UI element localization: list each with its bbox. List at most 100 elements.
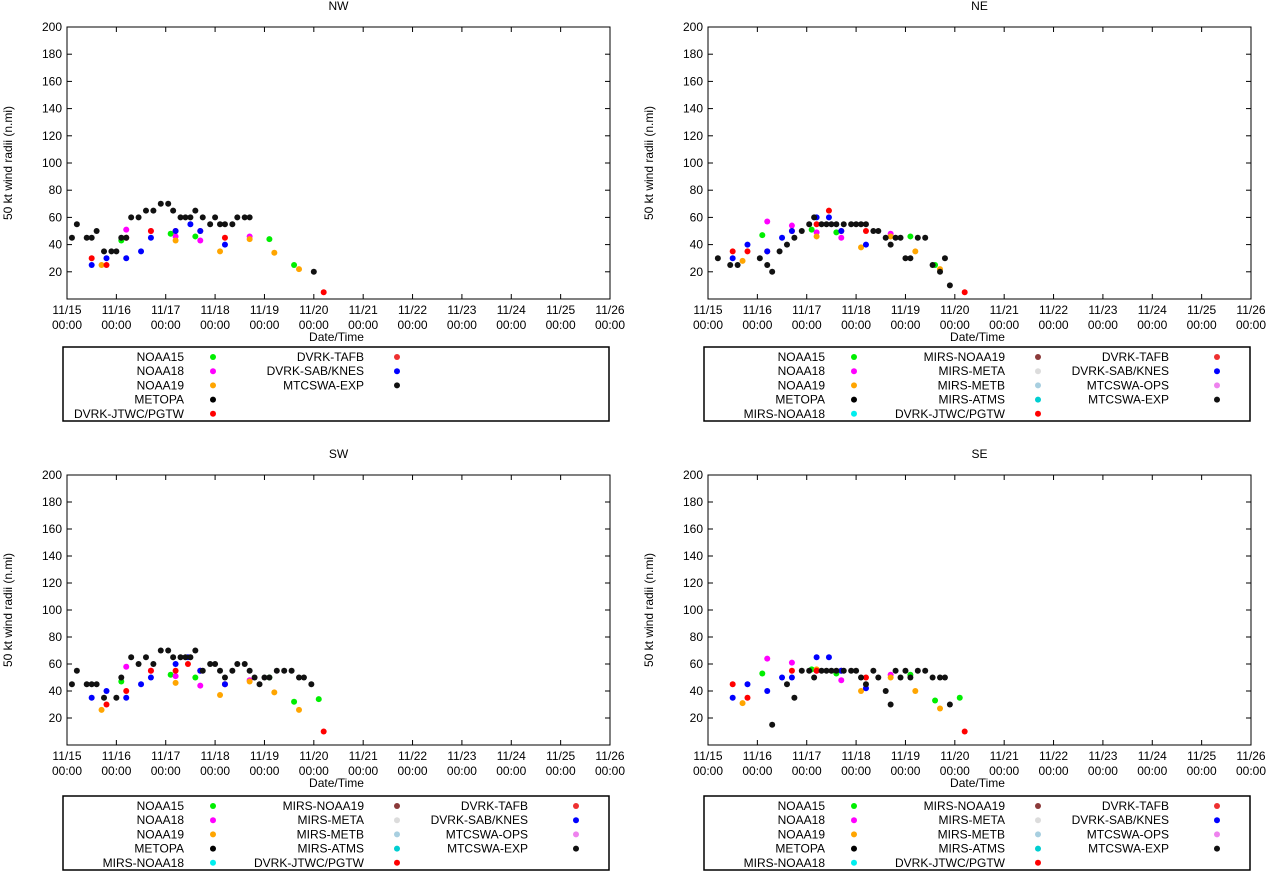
x-tick-label: 11/26 <box>1236 749 1265 763</box>
x-tick-label: 11/26 <box>595 303 624 317</box>
data-point-dvrk-jtwc-pgtw <box>961 728 968 735</box>
x-tick-label: 11/18 <box>201 749 230 763</box>
data-point-mtcswa-exp <box>108 248 115 255</box>
data-point-mtcswa-exp <box>177 654 184 661</box>
legend-label: MIRS-META <box>939 813 1005 827</box>
data-point-mtcswa-exp <box>818 667 825 674</box>
data-point-mtcswa-exp <box>823 221 830 228</box>
legend-label: METOPA <box>134 393 184 407</box>
legend-marker <box>210 396 216 403</box>
data-point-mtcswa-exp <box>68 681 75 688</box>
legend-marker <box>394 859 400 866</box>
x-tick-label: 11/25 <box>546 303 575 317</box>
legend-marker <box>851 859 857 866</box>
data-point-dvrk-sab-knes <box>197 228 204 234</box>
legend-label: DVRK-JTWC/PGTW <box>254 856 365 870</box>
x-tick-time-label: 00:00 <box>52 318 82 332</box>
data-point-mtcswa-exp <box>165 647 172 654</box>
data-point-mtcswa-exp <box>853 221 860 228</box>
data-point-dvrk-jtwc-pgtw <box>123 688 130 694</box>
data-point-mtcswa-exp <box>256 681 263 688</box>
data-point-mtcswa-exp <box>266 674 273 681</box>
legend-marker <box>851 845 857 852</box>
data-point-dvrk-sab-knes <box>729 694 736 701</box>
x-tick-label: 11/23 <box>447 749 476 763</box>
legend-marker <box>573 831 579 838</box>
data-point-mtcswa-exp <box>791 234 798 241</box>
data-point-dvrk-sab-knes <box>764 688 771 694</box>
data-point-mtcswa-exp <box>914 234 921 241</box>
data-point-noaa19 <box>271 249 278 256</box>
legend-label: NOAA18 <box>778 364 826 378</box>
data-point-noaa18 <box>197 682 204 689</box>
data-point-dvrk-sab-knes <box>744 681 751 688</box>
x-tick-label: 11/17 <box>151 303 180 317</box>
data-point-mtcswa-exp <box>150 207 157 214</box>
legend-label: MTCSWA-EXP <box>283 378 364 392</box>
legend-label: DVRK-TAFB <box>461 799 528 813</box>
data-point-dvrk-sab-knes <box>862 241 869 248</box>
x-tick-label: 11/21 <box>349 303 378 317</box>
x-tick-time-label: 00:00 <box>1039 318 1069 332</box>
data-point-dvrk-jtwc-pgtw <box>744 694 751 701</box>
y-tick-label: 80 <box>690 630 704 644</box>
data-point-mtcswa-exp <box>251 674 258 681</box>
x-tick-time-label: 00:00 <box>249 318 279 332</box>
data-point-mtcswa-exp <box>833 667 840 674</box>
y-tick-label: 20 <box>690 711 704 725</box>
y-tick-label: 140 <box>683 102 703 116</box>
data-point-noaa15 <box>291 698 298 705</box>
x-tick-label: 11/25 <box>546 749 575 763</box>
legend-label: METOPA <box>775 842 825 856</box>
data-point-mtcswa-exp <box>870 667 877 674</box>
plot-frame <box>66 26 611 300</box>
x-axis-label: Date/Time <box>950 776 1005 790</box>
data-point-dvrk-sab-knes <box>825 214 832 221</box>
data-point-mtcswa-exp <box>776 248 783 255</box>
data-point-mtcswa-exp <box>818 221 825 228</box>
data-point-mtcswa-exp <box>914 667 921 674</box>
x-tick-time-label: 00:00 <box>200 764 230 778</box>
x-tick-time-label: 00:00 <box>989 318 1019 332</box>
data-point-noaa15 <box>932 697 939 704</box>
x-tick-label: 11/15 <box>693 749 722 763</box>
data-point-mtcswa-exp <box>221 674 228 681</box>
legend-marker <box>210 859 216 866</box>
panel-se: SE2040608010012014016018020011/1500:0011… <box>642 447 1266 871</box>
data-point-noaa19 <box>172 237 179 244</box>
y-tick-label: 60 <box>49 210 63 224</box>
plot-frame <box>66 474 611 746</box>
legend-box <box>62 795 610 871</box>
legend-label: MIRS-NOAA19 <box>924 799 1006 813</box>
data-point-dvrk-sab-knes <box>187 221 194 228</box>
data-point-dvrk-sab-knes <box>172 228 179 234</box>
data-point-noaa18 <box>172 673 179 680</box>
data-point-noaa19 <box>246 236 253 243</box>
data-point-mtcswa-exp <box>192 647 199 654</box>
data-point-noaa19 <box>172 679 179 686</box>
legend-marker <box>394 368 400 375</box>
data-point-noaa19 <box>271 689 278 696</box>
legend-label: MIRS-ATMS <box>939 842 1005 856</box>
data-point-mtcswa-exp <box>922 667 929 674</box>
data-point-mtcswa-exp <box>241 661 248 667</box>
data-point-mtcswa-exp <box>229 221 236 228</box>
x-tick-label: 11/22 <box>398 749 427 763</box>
x-tick-time-label: 00:00 <box>693 764 723 778</box>
data-point-mtcswa-exp <box>273 667 280 674</box>
legend-label: MIRS-META <box>298 813 364 827</box>
data-point-mtcswa-exp <box>182 214 189 221</box>
x-tick-label: 11/19 <box>891 749 920 763</box>
data-point-dvrk-jtwc-pgtw <box>729 681 736 688</box>
data-point-mtcswa-exp <box>170 207 177 214</box>
x-tick-time-label: 00:00 <box>447 318 477 332</box>
data-point-mtcswa-exp <box>907 255 914 262</box>
legend-marker <box>210 382 216 389</box>
data-point-mtcswa-exp <box>941 255 948 262</box>
legend-label: MTCSWA-EXP <box>1088 393 1169 407</box>
legend-label: MIRS-NOAA18 <box>744 407 826 421</box>
data-point-noaa19 <box>296 266 303 273</box>
x-tick-label: 11/19 <box>250 303 279 317</box>
data-point-dvrk-sab-knes <box>123 255 130 262</box>
y-tick-label: 120 <box>683 129 703 143</box>
